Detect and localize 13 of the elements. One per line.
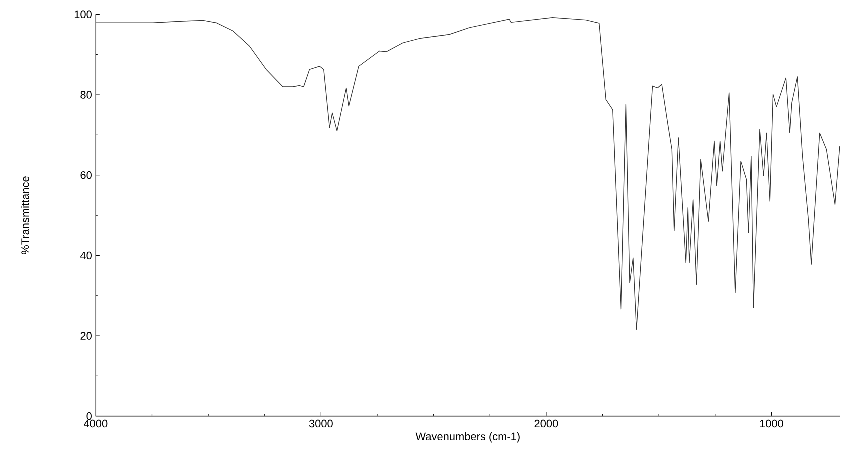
- y-tick-label: 0: [86, 412, 92, 420]
- x-tick-label: 3000: [309, 420, 333, 428]
- y-tick-label: 20: [80, 332, 92, 340]
- x-tick-label: 4000: [84, 420, 108, 428]
- y-tick-label: 80: [80, 91, 92, 100]
- y-tick-label: 40: [80, 252, 92, 260]
- x-axis-title: Wavenumbers (cm-1): [416, 432, 520, 443]
- x-tick-label: 1000: [760, 420, 784, 428]
- line-series: [96, 18, 840, 330]
- x-tick-label: 2000: [534, 420, 558, 428]
- y-tick-label: 60: [80, 172, 92, 180]
- y-axis-title: %Transmittance: [21, 176, 30, 255]
- y-tick-label: 100: [74, 10, 92, 19]
